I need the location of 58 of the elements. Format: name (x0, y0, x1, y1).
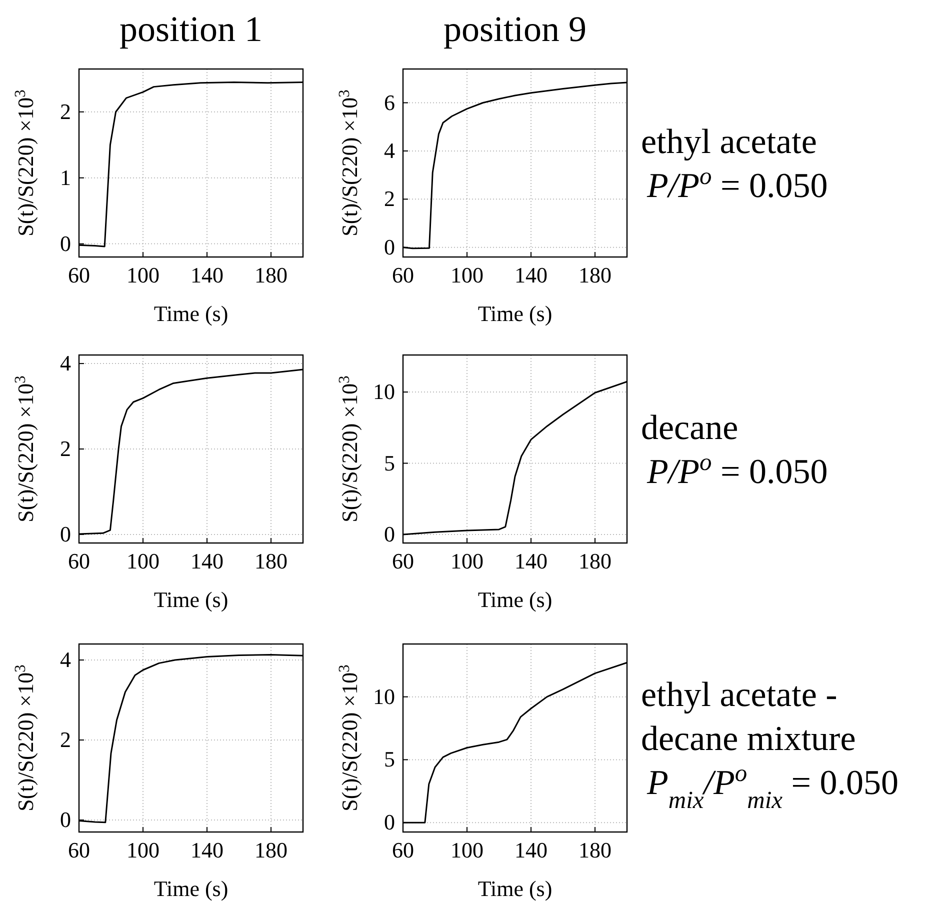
x-tick-label: 180 (578, 262, 612, 288)
x-tick-label: 100 (126, 262, 160, 288)
text: P/P$^{o}$ = 0.050 (646, 162, 828, 205)
y-tick-label: 6 (384, 90, 395, 115)
x-tick-label: 60 (392, 548, 414, 574)
x-tick-label: 180 (578, 548, 612, 574)
x-axis-title: Time (s) (478, 587, 552, 612)
x-tick-label: 140 (190, 838, 224, 863)
y-tick-label: 0 (384, 810, 395, 835)
y-tick-label: 10 (373, 684, 395, 709)
x-tick-label: 180 (578, 838, 612, 863)
x-tick-label: 60 (68, 838, 90, 863)
y-tick-label: 0 (384, 521, 395, 546)
y-tick-label: 0 (60, 230, 71, 256)
y-tick-label: 4 (60, 647, 71, 672)
y-tick-label: 5 (384, 450, 395, 476)
y-tick-label: 10 (373, 379, 395, 404)
x-tick-label: 100 (450, 838, 484, 863)
chart-title: position 9 (443, 9, 587, 49)
y-tick-label: 2 (60, 727, 71, 752)
y-tick-label: 0 (384, 234, 395, 260)
x-axis-title: Time (s) (478, 301, 552, 326)
y-tick-label: 2 (60, 98, 71, 124)
text: P/P$^{o}$ = 0.050 (646, 448, 828, 491)
x-tick-label: 60 (392, 838, 414, 863)
x-tick-label: 140 (514, 838, 548, 863)
y-tick-label: 2 (60, 436, 71, 462)
x-tick-label: 100 (450, 548, 484, 574)
x-tick-label: 140 (190, 262, 224, 288)
chart-title: position 1 (119, 9, 263, 49)
text: decane mixture (641, 719, 856, 758)
x-tick-label: 100 (126, 838, 160, 863)
x-tick-label: 60 (68, 262, 90, 288)
x-tick-label: 140 (514, 548, 548, 574)
y-tick-label: 0 (60, 807, 71, 832)
x-tick-label: 140 (514, 262, 548, 288)
x-tick-label: 140 (190, 548, 224, 574)
x-tick-label: 100 (450, 262, 484, 288)
x-tick-label: 180 (254, 838, 288, 863)
y-tick-label: 4 (384, 138, 395, 163)
x-tick-label: 180 (254, 262, 288, 288)
x-tick-label: 180 (254, 548, 288, 574)
text: decane (641, 408, 738, 447)
x-axis-title: Time (s) (478, 876, 552, 901)
text: P$_{mix}$/P$^{o}$$_{mix}$ = 0.050 (646, 760, 898, 814)
y-tick-label: 2 (384, 186, 395, 212)
x-axis-title: Time (s) (154, 587, 228, 612)
x-axis-title: Time (s) (154, 876, 228, 901)
y-tick-label: 5 (384, 746, 395, 772)
y-tick-label: 4 (60, 350, 71, 376)
y-tick-label: 1 (60, 164, 71, 190)
text: ethyl acetate (641, 122, 817, 161)
x-tick-label: 60 (68, 548, 90, 574)
text: ethyl acetate - (641, 675, 838, 714)
y-tick-label: 0 (60, 521, 71, 546)
x-tick-label: 60 (392, 262, 414, 288)
x-axis-title: Time (s) (154, 301, 228, 326)
x-tick-label: 100 (126, 548, 160, 574)
